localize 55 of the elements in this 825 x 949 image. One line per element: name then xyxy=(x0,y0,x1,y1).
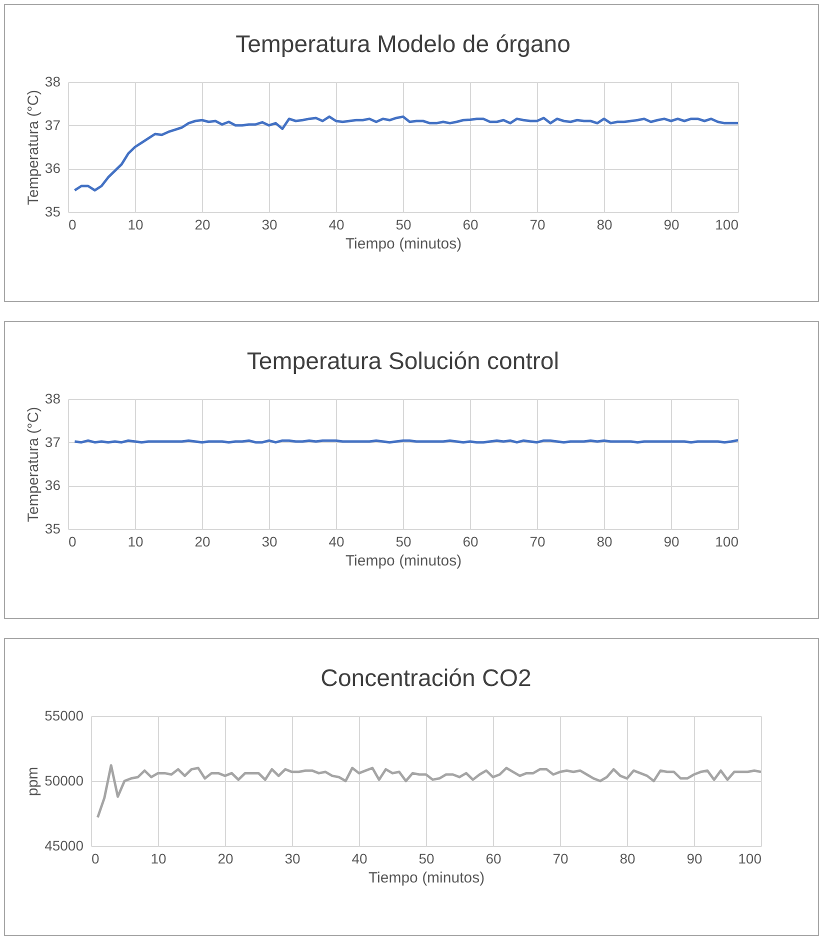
x-tick-label: 0 xyxy=(92,850,100,866)
x-tick-label: 40 xyxy=(352,850,368,866)
x-tick-label: 100 xyxy=(715,216,739,232)
y-tick-label: 38 xyxy=(44,390,61,406)
y-tick-label: 55000 xyxy=(44,708,84,724)
x-tick-label: 70 xyxy=(552,850,568,866)
x-tick-label: 80 xyxy=(596,216,612,232)
x-tick-label: 40 xyxy=(328,534,344,550)
chart-title: Temperatura Modelo de órgano xyxy=(236,31,570,58)
x-tick-label: 20 xyxy=(194,216,210,232)
x-tick-label: 10 xyxy=(150,850,166,866)
x-tick-label: 30 xyxy=(262,216,278,232)
x-tick-label: 20 xyxy=(218,850,234,866)
y-axis-title: Temperatura (°C) xyxy=(24,90,42,206)
x-tick-label: 70 xyxy=(530,534,546,550)
x-axis-title: Tiempo (minutos) xyxy=(345,552,462,570)
line-series xyxy=(73,115,738,192)
x-tick-label: 50 xyxy=(418,850,434,866)
x-tick-label: 30 xyxy=(284,850,300,866)
x-tick-label: 80 xyxy=(620,850,636,866)
line-series xyxy=(96,764,761,819)
chart-title: Concentración CO2 xyxy=(320,665,532,692)
y-tick-label: 36 xyxy=(44,477,61,494)
y-axis-title: Temperatura (°C) xyxy=(24,406,42,522)
x-tick-label: 30 xyxy=(262,534,278,550)
x-axis-title: Tiempo (minutos) xyxy=(345,236,462,252)
x-tick-label: 100 xyxy=(715,534,739,550)
x-tick-label: 10 xyxy=(128,216,144,232)
x-tick-label: 90 xyxy=(664,534,680,550)
y-tick-label: 45000 xyxy=(44,838,84,854)
x-tick-label: 100 xyxy=(738,850,762,866)
x-tick-label: 70 xyxy=(530,216,546,232)
y-tick-label: 38 xyxy=(44,74,61,90)
x-tick-label: 60 xyxy=(462,216,478,232)
y-tick-label: 37 xyxy=(44,116,61,133)
x-tick-label: 90 xyxy=(686,850,702,866)
x-tick-label: 0 xyxy=(68,534,76,550)
x-tick-label: 80 xyxy=(596,534,612,550)
y-axis-title: ppm xyxy=(24,766,42,796)
chart-title: Temperatura Solución control xyxy=(246,348,560,375)
x-axis-title: Tiempo (minutos) xyxy=(368,870,485,886)
x-tick-label: 50 xyxy=(396,216,412,232)
x-tick-label: 60 xyxy=(486,850,502,866)
x-tick-label: 50 xyxy=(396,534,412,550)
y-tick-label: 35 xyxy=(44,520,61,536)
x-tick-label: 90 xyxy=(664,216,680,232)
y-tick-label: 35 xyxy=(44,204,61,220)
y-tick-label: 37 xyxy=(44,434,61,450)
x-tick-label: 20 xyxy=(194,534,210,550)
x-tick-label: 10 xyxy=(128,534,144,550)
x-tick-label: 60 xyxy=(462,534,478,550)
y-tick-label: 50000 xyxy=(44,772,84,788)
x-tick-label: 40 xyxy=(328,216,344,232)
y-tick-label: 36 xyxy=(44,160,61,176)
x-tick-label: 0 xyxy=(68,216,76,232)
